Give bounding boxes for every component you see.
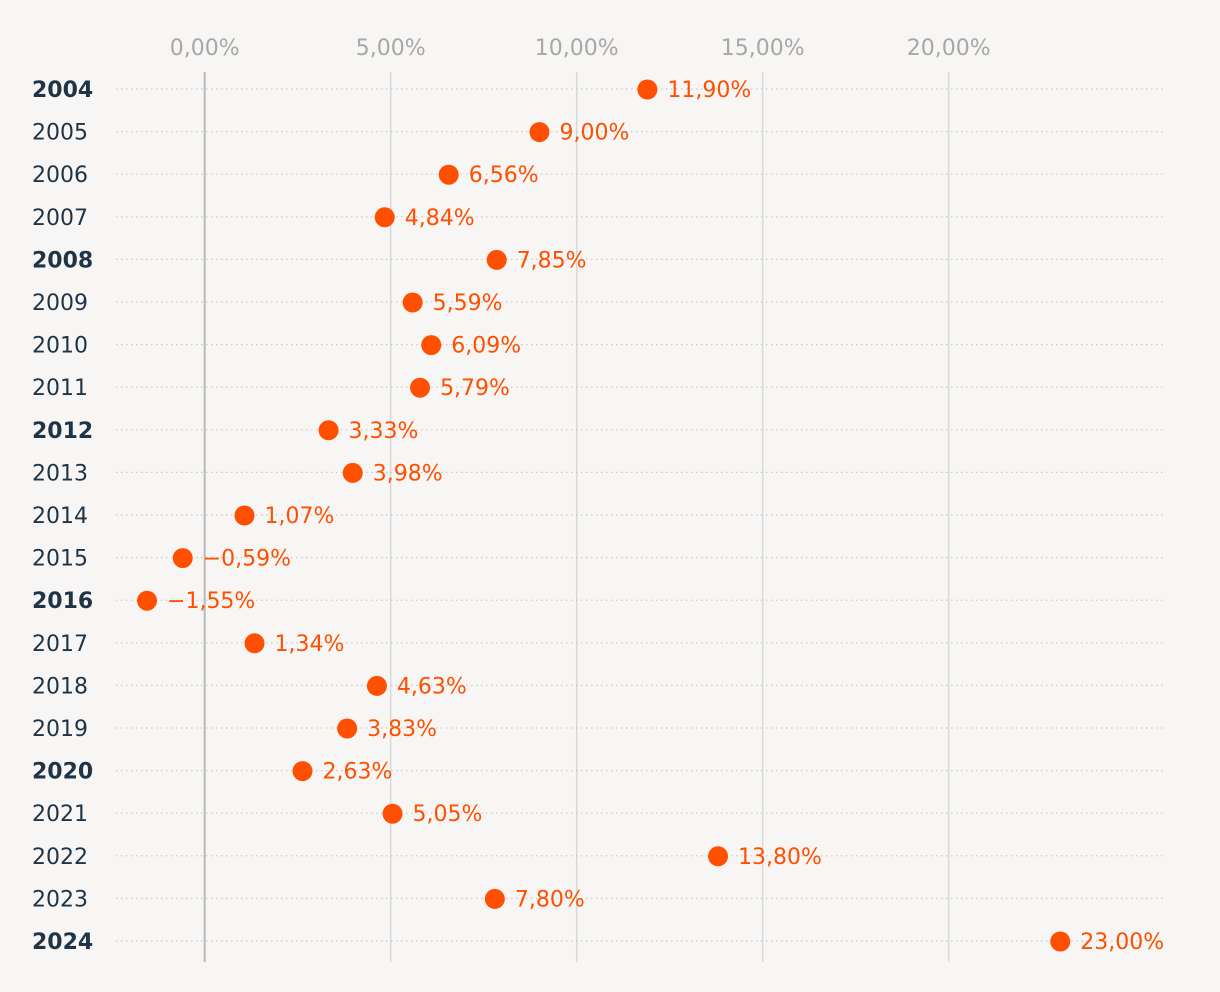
year-label: 2007 (32, 206, 88, 231)
year-labels: 2004 2005 2006 2007 2008 2009 2010 2011 2012 2013… (32, 78, 93, 955)
value-label-2019: 3,83% (367, 717, 437, 742)
year-label: 2009 (32, 291, 88, 316)
year-label: 2010 (32, 334, 88, 359)
value-label-2004: 11,90% (667, 78, 751, 103)
value-label-2006: 6,56% (469, 163, 539, 188)
data-point-2013 (342, 462, 363, 483)
data-point-2022 (708, 846, 729, 867)
year-label: 2011 (32, 376, 88, 401)
value-label-2023: 7,80% (515, 887, 585, 912)
data-point-2015 (172, 548, 193, 569)
x-tick-label: 0,00% (170, 36, 240, 61)
value-label-2017: 1,34% (275, 632, 345, 657)
data-point-2016 (137, 590, 158, 611)
x-axis-ticks: 0,00% 5,00% 10,00% 15,00% 20,00% (170, 36, 991, 61)
data-points (137, 79, 1071, 952)
value-label-2007: 4,84% (405, 206, 475, 231)
data-point-2024 (1050, 931, 1071, 952)
year-label: 2017 (32, 632, 88, 657)
value-label-2013: 3,98% (373, 461, 443, 486)
year-label: 2012 (32, 419, 93, 444)
value-label-2010: 6,09% (451, 334, 521, 359)
x-tick-label: 15,00% (721, 36, 805, 61)
year-label: 2020 (32, 760, 93, 785)
data-point-2018 (366, 675, 387, 696)
year-label: 2006 (32, 163, 88, 188)
data-point-2023 (484, 888, 505, 909)
year-label: 2005 (32, 121, 88, 146)
data-point-2006 (438, 164, 459, 185)
year-label: 2019 (32, 717, 88, 742)
data-point-2007 (374, 207, 395, 228)
value-label-2009: 5,59% (433, 291, 503, 316)
data-point-2017 (244, 633, 265, 654)
data-point-2019 (337, 718, 358, 739)
data-point-2005 (529, 122, 550, 143)
value-label-2014: 1,07% (264, 504, 334, 529)
year-label: 2014 (32, 504, 88, 529)
x-tick-label: 20,00% (907, 36, 991, 61)
data-point-2004 (637, 79, 658, 100)
value-label-2015: −0,59% (203, 547, 291, 572)
year-label: 2008 (32, 248, 93, 273)
year-label: 2022 (32, 845, 88, 870)
year-label: 2023 (32, 887, 88, 912)
data-point-2020 (292, 761, 313, 782)
value-label-2021: 5,05% (413, 802, 483, 827)
data-point-2021 (382, 803, 403, 824)
value-label-2020: 2,63% (323, 760, 393, 785)
data-point-2009 (402, 292, 423, 313)
data-point-2012 (318, 420, 339, 441)
year-label: 2013 (32, 461, 88, 486)
year-label: 2004 (32, 78, 93, 103)
value-labels: 11,90% 9,00% 6,56% 4,84% 7,85% 5,59% 6,09% 5,79… (167, 78, 1164, 955)
x-tick-label: 5,00% (356, 36, 426, 61)
year-label: 2021 (32, 802, 88, 827)
value-label-2005: 9,00% (559, 121, 629, 146)
row-lines (116, 88, 1166, 942)
value-label-2012: 3,33% (349, 419, 419, 444)
year-label: 2024 (32, 930, 93, 955)
value-label-2016: −1,55% (167, 589, 255, 614)
data-point-2010 (421, 335, 442, 356)
year-label: 2015 (32, 547, 88, 572)
data-point-2014 (234, 505, 255, 526)
value-label-2008: 7,85% (517, 248, 587, 273)
data-point-2008 (486, 249, 507, 270)
data-point-2011 (410, 377, 431, 398)
value-label-2018: 4,63% (397, 674, 467, 699)
value-label-2022: 13,80% (738, 845, 822, 870)
year-label: 2018 (32, 674, 88, 699)
value-label-2024: 23,00% (1080, 930, 1164, 955)
value-label-2011: 5,79% (440, 376, 510, 401)
x-tick-label: 10,00% (535, 36, 619, 61)
year-label: 2016 (32, 589, 93, 614)
